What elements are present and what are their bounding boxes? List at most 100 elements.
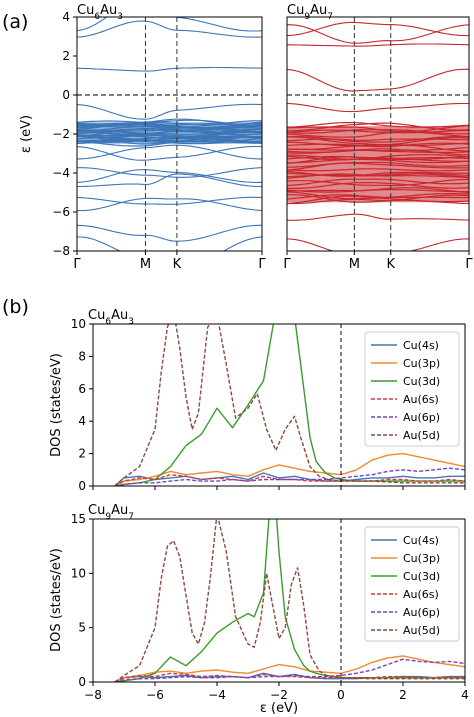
legend-label: Cu(3d)	[403, 570, 440, 583]
x-tick-label: −8	[84, 688, 102, 702]
band-line	[77, 145, 262, 161]
dos-series-line	[114, 474, 465, 486]
band2-curves	[287, 17, 469, 251]
x-tick-label: 2	[399, 688, 407, 702]
panel-label-a: (a)	[2, 11, 28, 33]
dos2-title: Cu9Au7	[88, 503, 134, 522]
band-line	[77, 196, 262, 205]
y-tick-label: 15	[71, 512, 86, 526]
y-tick-label: 4	[62, 10, 70, 24]
band-line	[77, 20, 262, 38]
y-tick-label: 0	[78, 479, 86, 493]
legend-label: Au(6s)	[403, 588, 439, 601]
band-line	[287, 68, 469, 92]
band-line	[287, 24, 469, 44]
band-structure-cu9au7: Cu9Au7 Γ M K Γ	[283, 3, 473, 272]
legend-label: Cu(3p)	[403, 552, 440, 565]
band1-ylabel: ε (eV)	[19, 115, 34, 153]
dos1-curves	[114, 324, 465, 486]
y-tick-label: −4	[52, 166, 70, 180]
band1-curves	[77, 17, 262, 251]
band2-title: Cu9Au7	[287, 3, 333, 22]
legend-label: Cu(3p)	[403, 357, 440, 370]
legend-label: Au(6p)	[403, 411, 440, 424]
x-tick-label: −2	[270, 688, 288, 702]
band-line	[287, 43, 469, 47]
band-line	[287, 238, 469, 251]
dos-series-line	[114, 519, 465, 682]
x-tick-label: M	[140, 257, 151, 272]
dos-series-line	[114, 658, 465, 682]
legend-label: Au(6p)	[403, 606, 440, 619]
dos1-x-ticks	[92, 486, 466, 490]
x-tick-label: M	[349, 257, 360, 272]
x-tick-label: 4	[461, 688, 469, 702]
dense-band-region	[287, 126, 469, 203]
y-tick-label: 0	[78, 675, 86, 689]
band1-title: Cu6Au3	[77, 3, 123, 22]
y-tick-label: 2	[62, 49, 70, 63]
dos2-xlabel: ε (eV)	[260, 701, 298, 716]
dos1-y-ticks: 0 2 4 6 8 10	[71, 317, 93, 493]
dos2-ylabel: DOS (states/eV)	[49, 548, 64, 652]
x-tick-label: 0	[337, 688, 345, 702]
x-tick-label: Γ	[73, 257, 81, 272]
legend-frame	[364, 331, 460, 447]
x-tick-label: K	[173, 257, 182, 272]
dos-series-line	[114, 324, 465, 486]
band-line	[287, 213, 469, 221]
dos-series-line	[114, 452, 465, 486]
band-line	[77, 197, 262, 212]
y-tick-label: 0	[62, 88, 70, 102]
band-line	[77, 66, 262, 72]
x-tick-label: Γ	[465, 257, 473, 272]
dos1-ylabel: DOS (states/eV)	[49, 353, 64, 457]
band-line	[77, 173, 262, 188]
x-tick-label: K	[386, 257, 395, 272]
y-tick-label: 6	[78, 382, 86, 396]
dos-series-line	[114, 519, 465, 682]
band-line	[287, 21, 469, 37]
y-tick-label: −8	[52, 244, 70, 258]
y-tick-label: −2	[52, 127, 70, 141]
band-line	[77, 144, 262, 160]
band-line	[77, 167, 262, 178]
dos2-y-ticks: 0 5 10 15	[71, 512, 93, 689]
band-line	[77, 236, 262, 251]
y-tick-label: 10	[71, 317, 86, 331]
band-line	[77, 17, 262, 32]
dos-series-line	[114, 655, 465, 682]
y-tick-label: −6	[52, 205, 70, 219]
dos-series-line	[114, 672, 465, 682]
band-structure-cu6au3: Cu6Au3 4 2 0 −2 −4 −6 −8 Γ M K Γ ε (eV)	[19, 3, 266, 272]
legend-label: Cu(3d)	[403, 375, 440, 388]
band2-frame	[286, 16, 470, 252]
band-line	[77, 169, 262, 183]
panel-label-b: (b)	[2, 296, 29, 318]
legend-label: Au(5d)	[403, 429, 440, 442]
dos-series-line	[114, 472, 465, 486]
dos2-curves	[114, 519, 465, 682]
dos-cu6au3: Cu6Au3 0 2 4 6 8 10 Cu(4s) Cu(3p) Cu(3d) Au(6s) A…	[49, 308, 466, 493]
band1-y-ticks: 4 2 0 −2 −4 −6 −8	[52, 10, 77, 258]
dos2-legend: Cu(4s) Cu(3p) Cu(3d) Au(6s) Au(6p) Au(5d)	[364, 526, 460, 642]
dos-series-line	[114, 672, 465, 682]
y-tick-label: 2	[78, 447, 86, 461]
legend-label: Au(6s)	[403, 393, 439, 406]
legend-label: Au(5d)	[403, 624, 440, 637]
band-line	[77, 224, 262, 242]
x-tick-label: Γ	[283, 257, 291, 272]
y-tick-label: 4	[78, 414, 86, 428]
legend-label: Cu(4s)	[403, 339, 439, 352]
legend-label: Cu(4s)	[403, 534, 439, 547]
x-tick-label: −4	[208, 688, 226, 702]
dos1-legend: Cu(4s) Cu(3p) Cu(3d) Au(6s) Au(6p) Au(5d)	[364, 331, 460, 447]
x-tick-label: −6	[146, 688, 164, 702]
dense-band-region	[77, 122, 262, 144]
band-line	[287, 102, 469, 113]
band-line	[77, 103, 262, 120]
